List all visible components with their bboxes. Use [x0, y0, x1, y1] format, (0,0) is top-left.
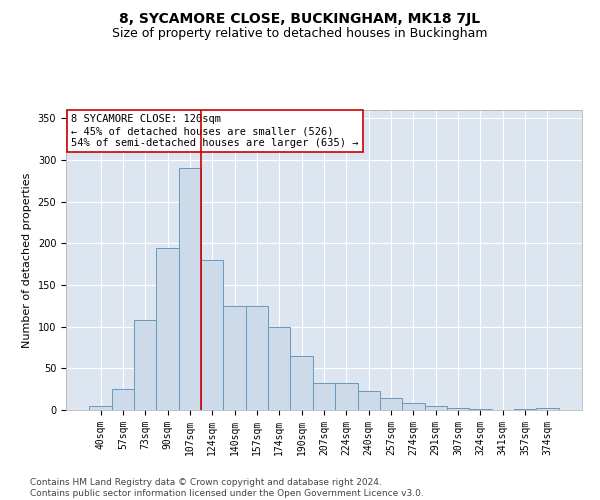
Bar [157, 248, 179, 410]
Text: 8 SYCAMORE CLOSE: 120sqm
← 45% of detached houses are smaller (526)
54% of semi-: 8 SYCAMORE CLOSE: 120sqm ← 45% of detach… [71, 114, 359, 148]
Bar [89, 406, 112, 410]
Bar [134, 320, 157, 410]
Bar [268, 326, 290, 410]
Y-axis label: Number of detached properties: Number of detached properties [22, 172, 32, 348]
Bar [313, 382, 335, 410]
Bar [514, 409, 536, 410]
Text: Contains HM Land Registry data © Crown copyright and database right 2024.
Contai: Contains HM Land Registry data © Crown c… [30, 478, 424, 498]
Bar [358, 391, 380, 410]
Bar [223, 306, 246, 410]
Bar [290, 356, 313, 410]
Bar [201, 260, 223, 410]
Bar [536, 408, 559, 410]
Bar [380, 398, 402, 410]
Bar [179, 168, 201, 410]
Bar [425, 406, 447, 410]
Text: 8, SYCAMORE CLOSE, BUCKINGHAM, MK18 7JL: 8, SYCAMORE CLOSE, BUCKINGHAM, MK18 7JL [119, 12, 481, 26]
Bar [335, 382, 358, 410]
Bar [469, 409, 491, 410]
Bar [447, 408, 469, 410]
Bar [246, 306, 268, 410]
Bar [402, 404, 425, 410]
Text: Size of property relative to detached houses in Buckingham: Size of property relative to detached ho… [112, 28, 488, 40]
Bar [112, 389, 134, 410]
